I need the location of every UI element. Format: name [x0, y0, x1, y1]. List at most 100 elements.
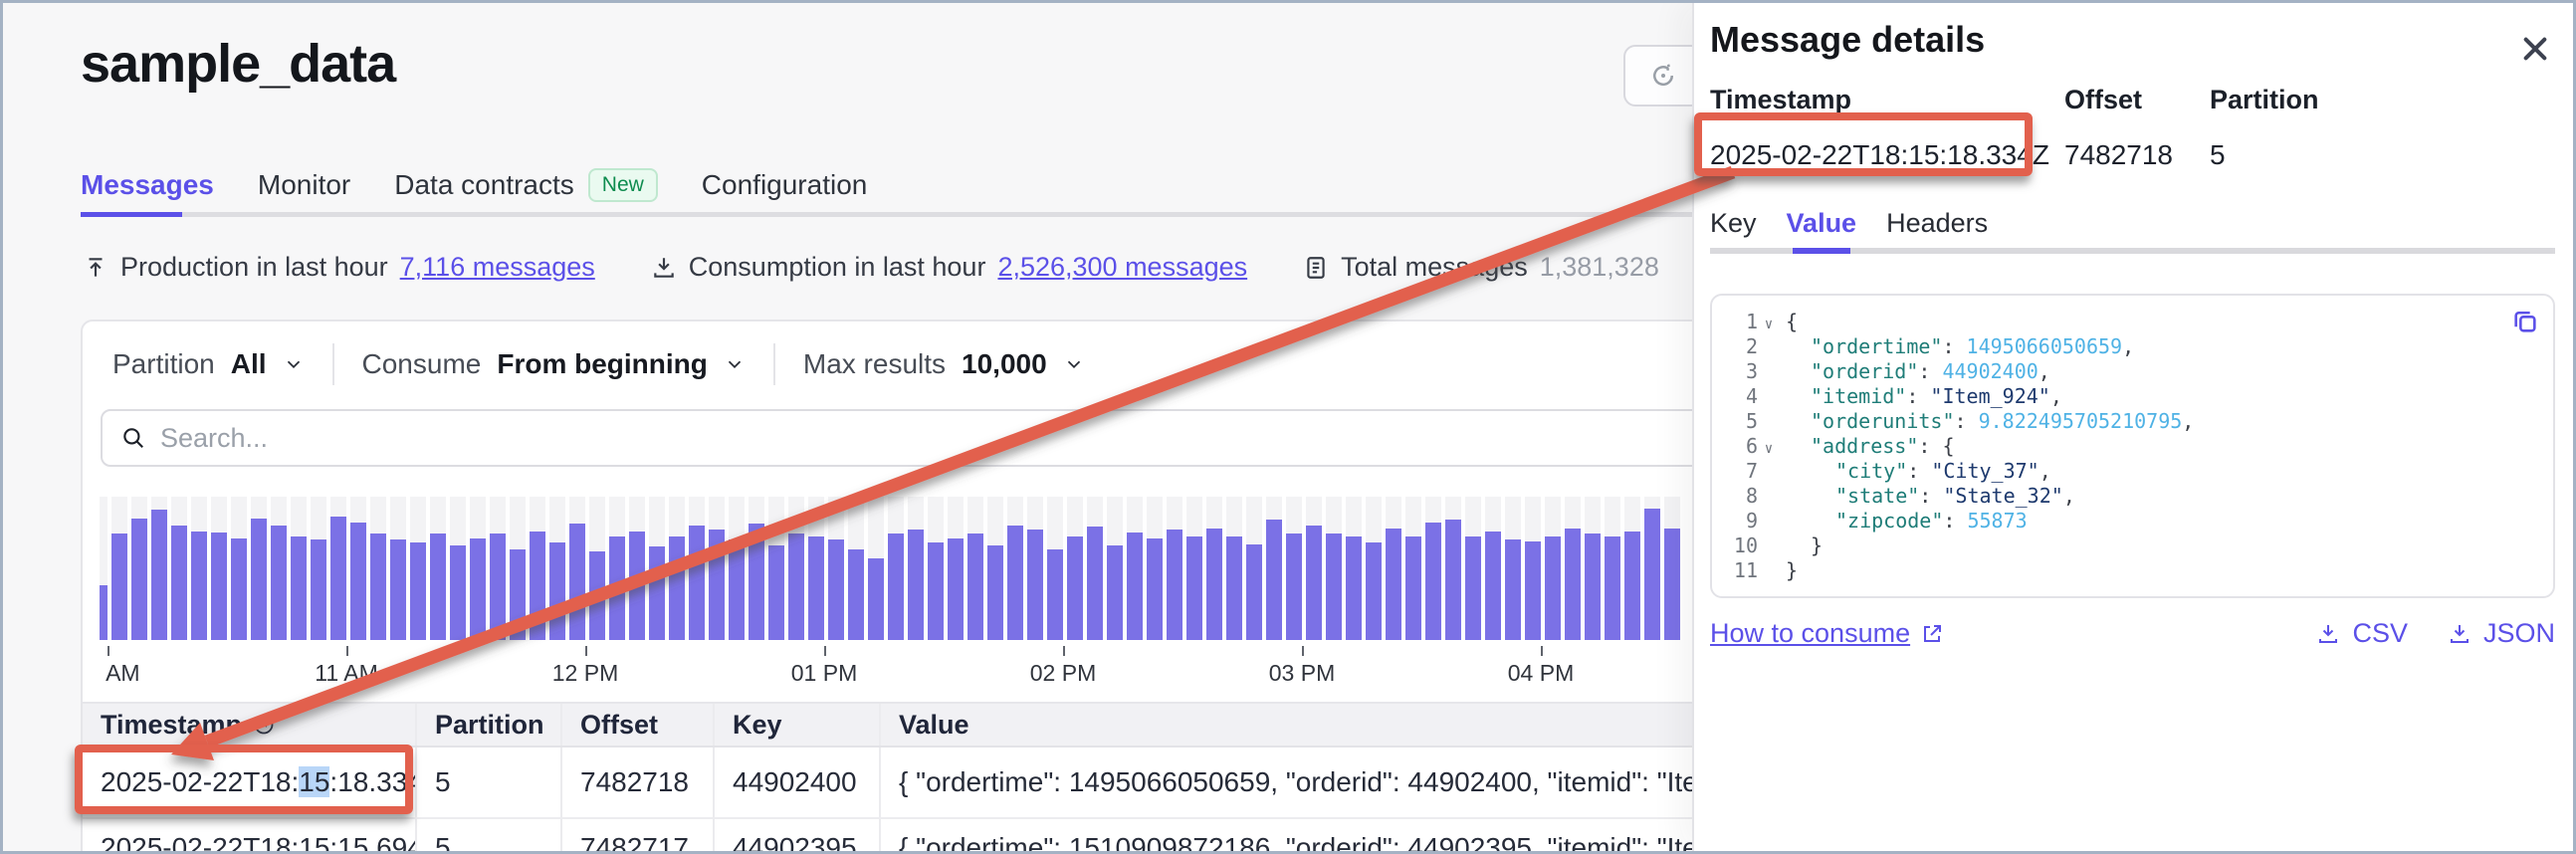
histogram-time-axis: 10 AM 11 AM 12 PM 01 PM 02 PM 03 PM 04 PM — [100, 644, 1692, 690]
stat-production: Production in last hour 7,116 messages — [83, 252, 595, 283]
filters-row: Partition All Consume From beginning Max… — [112, 343, 1085, 385]
partition-value: 5 — [2210, 139, 2226, 170]
histogram-bar — [1386, 497, 1401, 640]
stat-total-messages: Total messages 1,381,328 — [1303, 252, 1659, 283]
histogram-bar — [709, 497, 725, 640]
close-icon[interactable] — [2519, 33, 2551, 70]
histogram-bar — [749, 497, 764, 640]
value-cell: { "ordertime": 1510909872186, "orderid":… — [899, 832, 1884, 854]
download-csv-button[interactable]: CSV — [2316, 618, 2408, 649]
tab-data-contracts[interactable]: Data contracts New — [394, 168, 658, 202]
histogram-bar — [1007, 497, 1023, 640]
axis-tick — [585, 646, 587, 656]
code-line: 7 "city": "City_37", — [1745, 459, 2051, 483]
histogram-bar — [311, 497, 326, 640]
partition-label: Partition — [2210, 85, 2319, 114]
timestamp-label: Timestamp — [1710, 85, 1852, 114]
selected-text: 15 — [299, 766, 330, 797]
timestamp-value: 2025-02-22T18:15:18.334Z — [1710, 139, 2049, 170]
max-results-filter[interactable]: Max results 10,000 — [803, 348, 1085, 380]
active-payload-tab-indicator — [1793, 248, 1850, 254]
search-input[interactable] — [160, 422, 1554, 454]
histogram-bar — [291, 497, 307, 640]
timestamp-cell: 2025-02-22T18:15:18.334Z — [83, 747, 417, 817]
histogram-bar — [629, 497, 645, 640]
tab-key[interactable]: Key — [1710, 208, 1757, 238]
key-cell: 44902400 — [715, 747, 881, 817]
code-line: 9 "zipcode": 55873 — [1745, 509, 2028, 533]
sort-clock-icon — [254, 715, 274, 735]
histogram-bar — [370, 497, 386, 640]
histogram-bar — [1067, 497, 1083, 640]
axis-tick-label: 10 AM — [100, 660, 140, 686]
histogram-bar — [1147, 497, 1163, 640]
chevron-down-icon — [728, 360, 742, 369]
histogram-bar — [649, 497, 665, 640]
histogram-bar — [490, 497, 506, 640]
consumption-messages-link[interactable]: 2,526,300 messages — [997, 252, 1248, 282]
code-line: 8 "state": "State_32", — [1745, 484, 2075, 508]
histogram-bar — [948, 497, 964, 640]
histogram-bar — [1485, 497, 1501, 640]
offset-cell: 7482717 — [562, 819, 715, 851]
tab-configuration[interactable]: Configuration — [701, 169, 868, 200]
tab-value[interactable]: Value — [1786, 208, 1857, 238]
histogram-bar — [510, 497, 526, 640]
partition-cell: 5 — [417, 747, 562, 817]
messages-histogram — [100, 497, 1692, 640]
col-offset[interactable]: Offset — [562, 704, 715, 746]
histogram-bar — [1206, 497, 1222, 640]
histogram-bar — [1605, 497, 1620, 640]
histogram-bar — [1107, 497, 1123, 640]
histogram-bar — [350, 497, 366, 640]
tab-monitor[interactable]: Monitor — [257, 169, 351, 200]
download-json-button[interactable]: JSON — [2448, 618, 2555, 649]
histogram-bar — [1226, 497, 1242, 640]
copy-icon[interactable] — [2511, 308, 2539, 340]
topic-tabs: Messages Monitor Data contracts New Conf… — [81, 168, 867, 202]
refresh-button[interactable] — [1623, 45, 1703, 107]
histogram-bar — [410, 497, 426, 640]
histogram-bar — [131, 497, 147, 640]
how-to-consume-link[interactable]: How to consume — [1710, 618, 1944, 649]
total-messages-value: 1,381,328 — [1539, 252, 1659, 282]
histogram-bar — [908, 497, 924, 640]
message-meta: Timestamp 2025-02-22T18:15:18.334Z Offse… — [1710, 85, 2319, 171]
histogram-bar — [1644, 497, 1660, 640]
code-line: 11} — [1733, 558, 1799, 582]
histogram-bar — [1545, 497, 1561, 640]
histogram-bar — [788, 497, 804, 640]
message-details-panel: Message details Timestamp 2025-02-22T18:… — [1692, 3, 2573, 851]
col-partition[interactable]: Partition — [417, 704, 562, 746]
tab-messages[interactable]: Messages — [81, 169, 214, 200]
production-messages-link[interactable]: 7,116 messages — [399, 252, 595, 282]
histogram-bar — [231, 497, 247, 640]
axis-tick-label: 11 AM — [315, 660, 378, 686]
tab-headers[interactable]: Headers — [1886, 208, 1989, 238]
col-timestamp[interactable]: Timestamp — [83, 704, 417, 746]
histogram-bar — [689, 497, 705, 640]
axis-tick — [1541, 646, 1543, 656]
histogram-bar — [928, 497, 944, 640]
histogram-bar — [1047, 497, 1063, 640]
col-key[interactable]: Key — [715, 704, 881, 746]
axis-tick — [1063, 646, 1065, 656]
axis-tick — [1302, 646, 1304, 656]
partition-filter[interactable]: Partition All — [112, 348, 305, 380]
histogram-bar — [1326, 497, 1342, 640]
histogram-bar — [1465, 497, 1481, 640]
code-line: 5 "orderunits": 9.822495705210795, — [1745, 409, 2195, 433]
histogram-bar — [729, 497, 745, 640]
histogram-bar — [888, 497, 904, 640]
consume-filter[interactable]: Consume From beginning — [362, 348, 746, 380]
histogram-bar — [1525, 497, 1541, 640]
histogram-bar — [1425, 497, 1441, 640]
fold-chevron-icon[interactable]: ∨ — [1764, 317, 1774, 332]
axis-tick — [824, 646, 826, 656]
code-line: 3 "orderid": 44902400, — [1745, 359, 2050, 383]
fold-chevron-icon[interactable]: ∨ — [1764, 441, 1774, 457]
histogram-bar — [1505, 497, 1521, 640]
histogram-bar — [211, 497, 227, 640]
histogram-bar — [450, 497, 466, 640]
